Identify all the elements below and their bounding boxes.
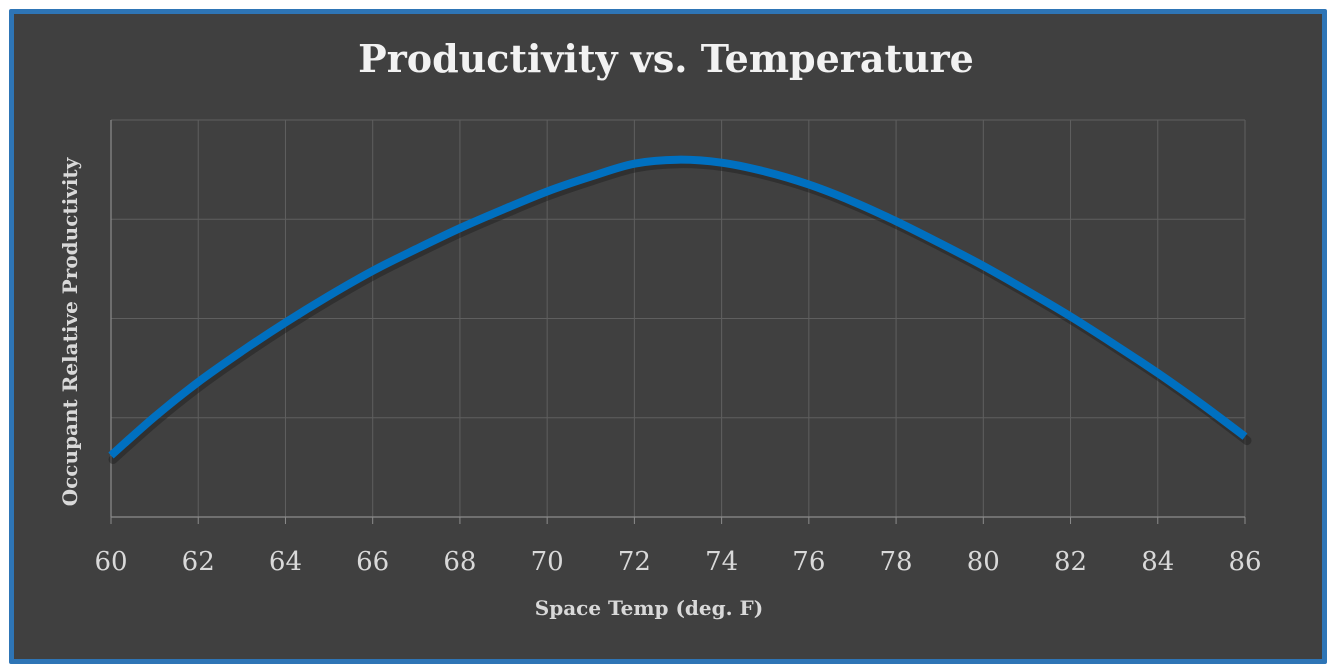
x-tick-label: 70 — [531, 547, 564, 577]
x-tick-label: 66 — [356, 547, 389, 577]
x-tick-label: 60 — [94, 547, 127, 577]
series-line-shadow — [108, 159, 1252, 464]
x-tick-label: 64 — [269, 547, 302, 577]
x-tick-label: 74 — [705, 547, 738, 577]
x-tick-label: 76 — [792, 547, 825, 577]
x-axis-label: Space Temp (deg. F) — [535, 596, 763, 620]
x-tick-label: 80 — [967, 547, 1000, 577]
series-line — [108, 155, 1248, 459]
chart-title: Productivity vs. Temperature — [358, 36, 974, 81]
x-tick-label: 78 — [880, 547, 913, 577]
x-tick-label: 82 — [1054, 547, 1087, 577]
y-axis-label: Occupant Relative Productivity — [58, 156, 82, 506]
x-tick-label: 72 — [618, 547, 651, 577]
x-tick-labels: 60 62 64 66 68 70 72 74 76 78 80 82 84 86 — [94, 547, 1261, 577]
series-group — [108, 155, 1252, 464]
x-tick-label: 68 — [443, 547, 476, 577]
x-tick-label: 86 — [1228, 547, 1261, 577]
x-tick-label: 84 — [1141, 547, 1174, 577]
x-tick-label: 62 — [182, 547, 215, 577]
